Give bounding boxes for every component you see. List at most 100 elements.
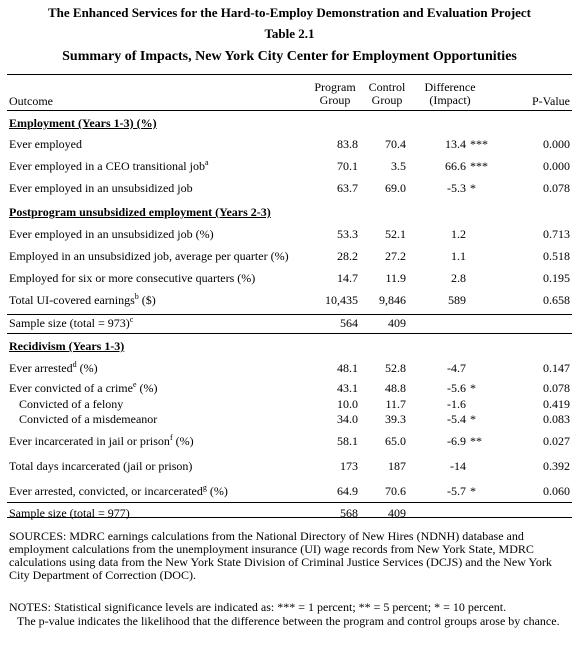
header-outcome: Outcome xyxy=(9,94,53,108)
control-group-value: 3.5 xyxy=(391,159,406,173)
control-group-value: 187 xyxy=(388,459,406,473)
p-value: 0.078 xyxy=(543,181,570,195)
program-group-value: 34.0 xyxy=(337,412,358,426)
row-label: Recidivism (Years 1-3) xyxy=(9,339,125,353)
significance-stars: * xyxy=(470,181,476,195)
row-label: Ever convicted of a crimee (%) xyxy=(9,380,158,396)
control-group-value: 70.4 xyxy=(385,137,406,151)
row-label: Total UI-covered earningsb ($) xyxy=(9,292,156,308)
table-row: Ever employed 83.8 70.4 13.4 *** 0.000 xyxy=(0,137,579,152)
control-group-value: 52.8 xyxy=(385,361,406,375)
difference-value: 1.2 xyxy=(451,227,466,241)
p-value: 0.195 xyxy=(543,271,570,285)
significance-stars: * xyxy=(470,484,476,498)
section-heading-row: Employment (Years 1-3) (%) xyxy=(0,116,579,131)
table-row: Ever employed in an unsubsidized job 63.7… xyxy=(0,181,579,196)
footnote-marker: a xyxy=(204,158,209,167)
p-value: 0.078 xyxy=(543,381,570,395)
sources-note: SOURCES: MDRC earnings calculations from… xyxy=(9,529,552,582)
difference-value: 589 xyxy=(448,293,466,307)
control-group-value: 9,846 xyxy=(379,293,406,307)
control-group-value: 39.3 xyxy=(385,412,406,426)
table-row: Ever arrested, convicted, or incarcerate… xyxy=(0,484,579,499)
program-group-value: 14.7 xyxy=(337,271,358,285)
program-group-value: 58.1 xyxy=(337,434,358,448)
table-rule xyxy=(7,314,572,315)
difference-value: -6.9 xyxy=(447,434,466,448)
control-group-value: 27.2 xyxy=(385,249,406,263)
p-value: 0.518 xyxy=(543,249,570,263)
row-label: Ever arrested, convicted, or incarcerate… xyxy=(9,483,228,499)
control-group-value: 65.0 xyxy=(385,434,406,448)
p-value: 0.000 xyxy=(543,137,570,151)
significance-stars: ** xyxy=(470,434,482,448)
program-group-value: 173 xyxy=(340,459,358,473)
difference-value: -4.7 xyxy=(447,361,466,375)
footnote-marker: d xyxy=(72,360,77,369)
p-value: 0.392 xyxy=(543,459,570,473)
footnote-marker: c xyxy=(129,315,134,324)
header-top-rule xyxy=(7,74,572,75)
row-label: Employed for six or more consecutive qua… xyxy=(9,271,256,285)
table-number: Table 2.1 xyxy=(264,26,315,41)
row-label: Total days incarcerated (jail or prison) xyxy=(9,459,193,473)
table-row: Convicted of a misdemeanor 34.0 39.3 -5.4 * 0… xyxy=(0,412,579,427)
program-group-value: 568 xyxy=(340,506,358,520)
row-label: Ever employed in an unsubsidized job xyxy=(9,181,193,195)
row-label: Employed in an unsubsidized job, average… xyxy=(9,249,289,263)
difference-value: -5.3 xyxy=(447,181,466,195)
header-program-group: Program Group xyxy=(314,80,356,107)
program-group-value: 70.1 xyxy=(337,159,358,173)
program-group-value: 43.1 xyxy=(337,381,358,395)
control-group-value: 48.8 xyxy=(385,381,406,395)
p-value: 0.658 xyxy=(543,293,570,307)
difference-value: 66.6 xyxy=(445,159,466,173)
row-label: Sample size (total = 973)c xyxy=(9,315,134,331)
table-project-title: The Enhanced Services for the Hard-to-Em… xyxy=(47,5,532,20)
difference-value: 2.8 xyxy=(451,271,466,285)
p-value: 0.713 xyxy=(543,227,570,241)
footnote-marker: e xyxy=(132,380,137,389)
table-row: Ever employed in an unsubsidized job (%)… xyxy=(0,227,579,242)
program-group-value: 53.3 xyxy=(337,227,358,241)
footnote-marker: f xyxy=(169,433,173,442)
p-value: 0.419 xyxy=(543,397,570,411)
row-label: Ever employed in a CEO transitional joba xyxy=(9,158,209,174)
footnote-marker: g xyxy=(202,483,207,492)
significance-stars: * xyxy=(470,412,476,426)
sample-size-row: Sample size (total = 973)c 564 409 xyxy=(0,316,579,331)
difference-value: 13.4 xyxy=(445,137,466,151)
significance-stars: *** xyxy=(470,137,488,151)
difference-value: -14 xyxy=(450,459,466,473)
table-row: Ever incarcerated in jail or prisonf (%)… xyxy=(0,434,579,449)
row-label: Employment (Years 1-3) (%) xyxy=(9,116,157,130)
difference-value: 1.1 xyxy=(451,249,466,263)
difference-value: -5.7 xyxy=(447,484,466,498)
row-label: Ever employed in an unsubsidized job (%) xyxy=(9,227,214,241)
difference-value: -1.6 xyxy=(447,397,466,411)
table-row: Total UI-covered earningsb ($) 10,435 9,84… xyxy=(0,293,579,308)
table-rule xyxy=(7,502,572,503)
p-value: 0.147 xyxy=(543,361,570,375)
p-value: 0.060 xyxy=(543,484,570,498)
header-difference: Difference (Impact) xyxy=(424,80,476,107)
sample-size-row: Sample size (total = 977) 568 409 xyxy=(0,506,579,521)
row-label: Sample size (total = 977) xyxy=(9,506,130,520)
program-group-value: 48.1 xyxy=(337,361,358,375)
table-row: Ever arrestedd (%) 48.1 52.8 -4.7 0.147 xyxy=(0,361,579,376)
header-control-group: Control Group xyxy=(368,80,406,107)
significance-stars: *** xyxy=(470,159,488,173)
section-heading-row: Recidivism (Years 1-3) xyxy=(0,339,579,354)
control-group-value: 69.0 xyxy=(385,181,406,195)
table-row: Employed in an unsubsidized job, average… xyxy=(0,249,579,264)
control-group-value: 70.6 xyxy=(385,484,406,498)
program-group-value: 10,435 xyxy=(325,293,358,307)
table-bottom-rule xyxy=(7,517,572,518)
control-group-value: 11.9 xyxy=(385,271,406,285)
control-group-value: 11.7 xyxy=(385,397,406,411)
table-row: Convicted of a felony 10.0 11.7 -1.6 0.419 xyxy=(0,397,579,412)
row-label: Ever incarcerated in jail or prisonf (%) xyxy=(9,433,194,449)
row-label: Convicted of a felony xyxy=(19,397,124,411)
row-label: Ever employed xyxy=(9,137,82,151)
control-group-value: 409 xyxy=(388,506,406,520)
